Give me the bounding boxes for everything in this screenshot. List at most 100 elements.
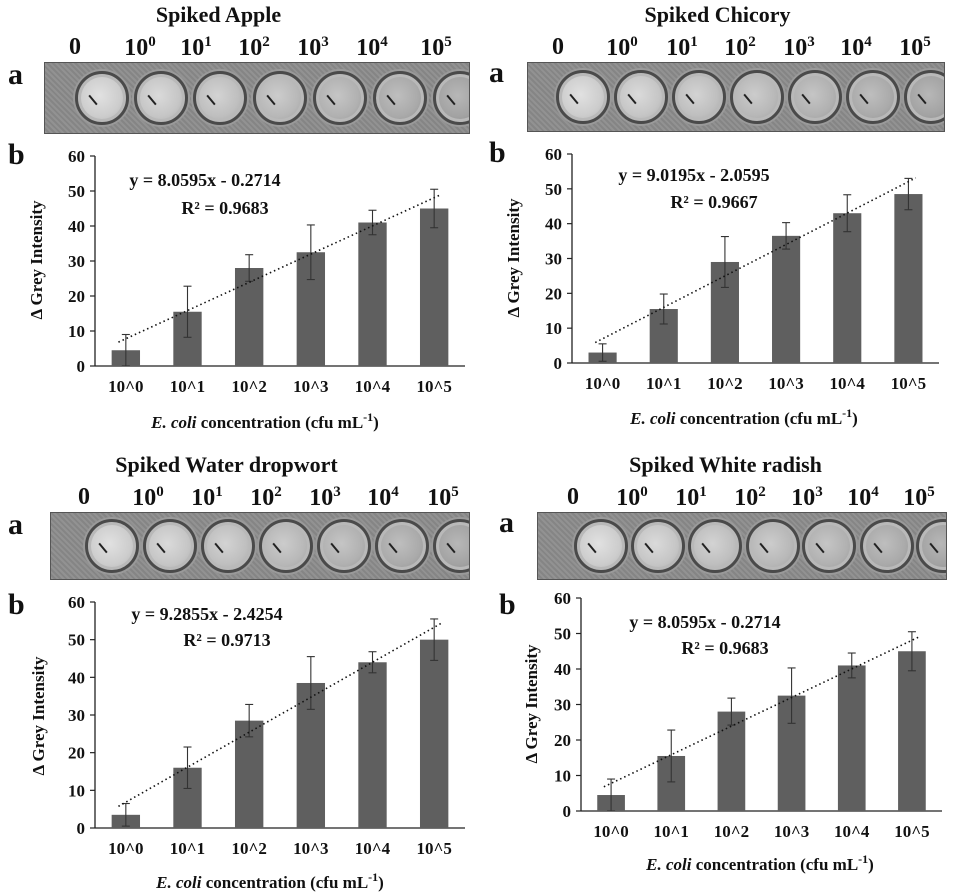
x-axis-label-superscript: -1 [363,410,373,424]
y-axis-label: Δ Grey Intensity [522,644,541,763]
well-image [259,519,313,573]
concentration-exponent: 1 [204,34,212,50]
y-tick-label: 60 [68,147,85,166]
concentration-base: 10 [847,485,872,511]
well-image [614,70,668,124]
x-axis-label-species: E. coli [645,855,692,874]
regression-equation: y = 8.0595x - 0.2714 [629,612,780,632]
concentration-exponent: 3 [333,484,341,500]
panel-letter-b: b [8,138,25,171]
x-tick-label: 10^2 [231,377,266,396]
concentration-label: 102 [720,484,780,512]
r-squared: R² = 0.9713 [183,630,270,650]
panel-letter-b: b [489,136,506,169]
concentration-exponent: 5 [927,484,935,500]
bar [358,662,387,828]
x-tick-label: 10^1 [646,374,681,393]
concentration-exponent: 5 [444,34,452,50]
y-axis-label: Δ Grey Intensity [27,200,46,319]
trendline [603,636,920,788]
r-squared: R² = 0.9683 [681,638,768,658]
well-image [802,519,856,573]
bar [772,235,801,363]
concentration-label: 101 [661,484,721,512]
concentration-exponent: 2 [748,34,756,50]
y-tick-label: 60 [554,589,571,608]
concentration-base: 10 [783,35,808,61]
y-tick-label: 10 [554,767,571,786]
x-tick-label: 10^4 [834,822,870,841]
concentration-exponent: 3 [807,34,815,50]
r-squared: R² = 0.9683 [181,198,268,218]
concentration-exponent: 2 [758,484,766,500]
y-tick-label: 50 [68,631,85,650]
y-tick-label: 10 [545,319,562,338]
panel-spiked-apple: Spiked Apple a 0 100 101 102 103 104 105 b 0 10… [0,0,477,446]
concentration-label: 105 [406,34,466,62]
bar [234,720,264,828]
x-tick-label: 10^5 [416,377,451,396]
well-image [253,71,307,125]
bar [837,665,866,811]
well-image [85,519,139,573]
panel-title: Spiked Chicory [644,2,791,27]
concentration-label-zero: 0 [567,484,579,510]
concentration-label: 103 [777,484,837,512]
bar [717,711,746,811]
x-tick-label: 10^2 [714,822,749,841]
concentration-exponent: 0 [148,34,156,50]
concentration-base: 10 [250,485,275,511]
y-tick-label: 20 [68,287,85,306]
panel-title: Spiked Water dropwort [115,452,338,477]
x-axis-label-text: concentration (cfu mL [692,855,859,874]
well-image [574,519,628,573]
y-tick-label: 40 [554,660,571,679]
y-tick-label: 10 [68,322,85,341]
well-image [846,70,900,124]
x-tick-label: 10^3 [774,822,809,841]
concentration-label: 102 [710,34,770,62]
concentration-label: 103 [769,34,829,62]
bar [833,213,862,363]
x-axis-label-species: E. coli [629,409,676,428]
well-image [373,71,427,125]
well-strip-photo [527,62,945,132]
bar [419,639,449,828]
y-tick-label: 60 [68,593,85,612]
well-strip-photo [537,512,947,580]
bar [894,194,923,363]
panel-title: Spiked Apple [155,2,282,27]
y-tick-label: 50 [545,180,562,199]
concentration-base: 10 [367,485,392,511]
y-tick-label: 30 [554,696,571,715]
x-tick-label: 10^1 [654,822,689,841]
concentration-exponent: 4 [864,34,872,50]
x-tick-label: 10^3 [293,377,328,396]
x-axis-label-species: E. coli [150,413,197,432]
x-axis-label: E. coli concentration (cfu mL-1) [645,852,874,874]
well-strip-photo [44,62,470,134]
well-image [375,519,429,573]
concentration-exponent: 4 [871,484,879,500]
y-axis-label: Δ Grey Intensity [29,656,48,775]
concentration-label: 100 [118,484,178,512]
bar-chart: 0 10 20 30 40 50 60 10^0 10^1 10^2 10^3 10^4 10^5 y =… [504,145,939,428]
y-tick-label: 0 [554,354,563,373]
y-tick-label: 0 [563,802,572,821]
x-tick-label: 10^3 [293,839,328,858]
trendline [594,177,917,344]
bar [358,222,387,366]
y-tick-label: 50 [554,625,571,644]
concentration-label: 104 [826,34,886,62]
panel-title: Spiked White radish [629,452,822,477]
panel-letter-b: b [499,588,516,621]
x-axis-label-text: concentration (cfu mL [676,409,843,428]
concentration-base: 10 [356,35,381,61]
concentration-base: 10 [791,485,816,511]
concentration-label: 105 [889,484,949,512]
concentration-labels: 0 100 101 102 103 104 105 [477,484,954,514]
y-tick-label: 10 [68,781,85,800]
concentration-exponent: 2 [274,484,282,500]
concentration-exponent: 3 [815,484,823,500]
well-image [313,71,367,125]
